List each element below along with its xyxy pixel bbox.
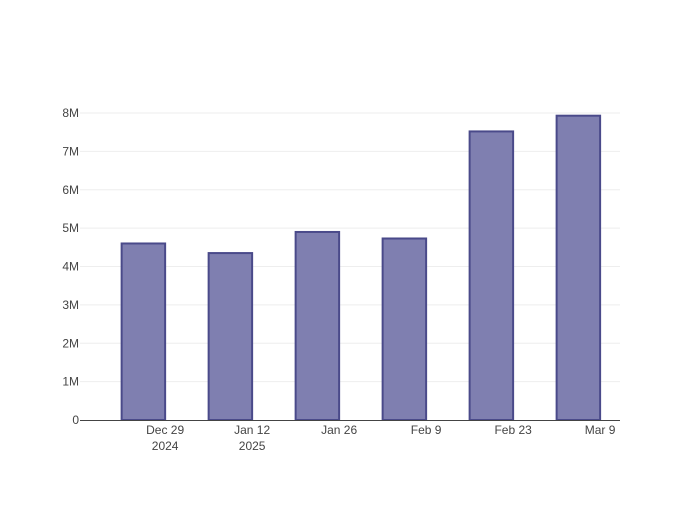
bar xyxy=(555,114,602,421)
bar xyxy=(468,130,515,421)
x-tick-label: Feb 9 xyxy=(411,423,442,437)
y-tick-label: 2M xyxy=(62,336,79,350)
gridlines xyxy=(80,112,620,383)
y-tick-label: 8M xyxy=(62,106,79,120)
x-axis-ticks: Dec 29 2024 Jan 12 2025 Jan 26 Feb 9 Feb 23 Mar… xyxy=(146,423,616,453)
y-tick-label: 3M xyxy=(62,298,79,312)
y-tick-label: 5M xyxy=(62,221,79,235)
y-tick-label: 6M xyxy=(62,183,79,197)
x-tick-year-label: 2024 xyxy=(152,439,179,453)
x-tick-label: Jan 26 xyxy=(321,423,357,437)
y-axis-ticks: 0 1M 2M 3M 4M 5M 6M 7M 8M xyxy=(62,106,79,427)
x-tick-year-label: 2025 xyxy=(239,439,266,453)
y-tick-label: 7M xyxy=(62,144,79,158)
x-tick-label: Jan 12 xyxy=(234,423,270,437)
y-tick-label: 0 xyxy=(72,413,79,427)
x-tick-label: Feb 23 xyxy=(494,423,532,437)
bar xyxy=(294,230,341,421)
bar xyxy=(120,242,167,421)
bar xyxy=(381,237,428,421)
y-tick-label: 4M xyxy=(62,260,79,274)
bar xyxy=(207,252,254,421)
bars xyxy=(120,114,602,421)
y-tick-label: 1M xyxy=(62,375,79,389)
x-tick-label: Mar 9 xyxy=(585,423,616,437)
x-tick-label: Dec 29 xyxy=(146,423,184,437)
